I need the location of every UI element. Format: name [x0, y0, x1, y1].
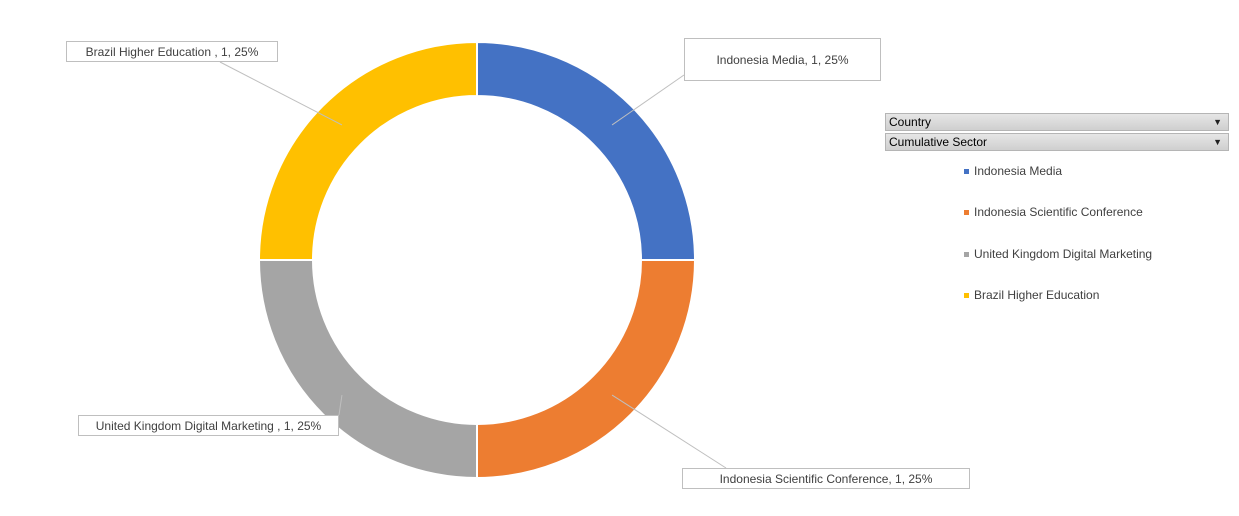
legend-label-3: Brazil Higher Education: [974, 288, 1100, 302]
legend-item-0[interactable]: Indonesia Media: [964, 164, 1062, 178]
dropdown-arrow-icon[interactable]: ▼: [1213, 117, 1222, 127]
legend-label-2: United Kingdom Digital Marketing: [974, 247, 1153, 261]
leader-line-2: [338, 394, 343, 416]
cumulative-sector-field-button[interactable]: Cumulative Sector ▼: [885, 133, 1229, 151]
legend-swatch-0: [964, 168, 969, 174]
doughnut-slice-1[interactable]: [476, 259, 697, 480]
cumulative-sector-field-label: Cumulative Sector: [889, 135, 988, 149]
dropdown-arrow-icon[interactable]: ▼: [1213, 137, 1222, 147]
doughnut-slice-2[interactable]: [257, 259, 478, 480]
data-label-2: United Kingdom Digital Marketing , 1, 25…: [78, 415, 339, 436]
data-label-0: Indonesia Media, 1, 25%: [684, 38, 881, 81]
legend-label-0: Indonesia Media: [974, 164, 1063, 178]
country-field-label: Country: [889, 115, 932, 129]
leader-line-3: [219, 61, 343, 126]
legend-item-3[interactable]: Brazil Higher Education: [964, 288, 1099, 302]
legend-item-2[interactable]: United Kingdom Digital Marketing: [964, 247, 1152, 261]
country-field-button[interactable]: Country ▼: [885, 113, 1229, 131]
legend-item-1[interactable]: Indonesia Scientific Conference: [964, 205, 1143, 219]
legend-label-1: Indonesia Scientific Conference: [974, 205, 1143, 219]
data-label-1: Indonesia Scientific Conference, 1, 25%: [682, 468, 970, 489]
data-label-3: Brazil Higher Education , 1, 25%: [66, 41, 278, 62]
legend-swatch-3: [964, 292, 969, 298]
legend-swatch-2: [964, 251, 969, 257]
leader-line-0: [611, 74, 685, 126]
doughnut-slice-3[interactable]: [257, 40, 478, 261]
legend-swatch-1: [964, 209, 969, 215]
leader-line-1: [611, 394, 727, 469]
doughnut-slice-0[interactable]: [476, 40, 697, 261]
